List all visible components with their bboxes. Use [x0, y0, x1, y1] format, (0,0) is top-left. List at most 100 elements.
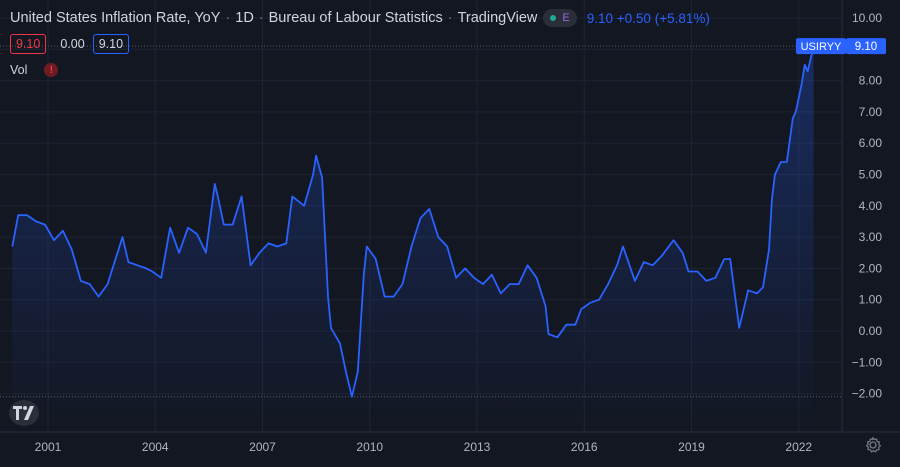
- data-point[interactable]: [687, 270, 691, 274]
- data-point[interactable]: [121, 235, 125, 239]
- data-point[interactable]: [672, 238, 676, 242]
- data-point[interactable]: [573, 323, 577, 327]
- data-point[interactable]: [392, 295, 396, 299]
- legend-title-row[interactable]: United States Inflation Rate, YoY · 1D ·…: [10, 9, 710, 27]
- data-point[interactable]: [770, 198, 774, 202]
- data-point[interactable]: [159, 276, 163, 280]
- data-point[interactable]: [761, 285, 765, 289]
- data-point[interactable]: [767, 248, 771, 252]
- data-point[interactable]: [436, 235, 440, 239]
- data-point[interactable]: [445, 245, 449, 249]
- data-point[interactable]: [70, 248, 74, 252]
- data-point[interactable]: [79, 279, 83, 283]
- data-point[interactable]: [320, 176, 324, 180]
- ask-box[interactable]: 9.10: [92, 34, 130, 54]
- data-point[interactable]: [150, 270, 154, 274]
- data-point[interactable]: [97, 295, 101, 299]
- data-point[interactable]: [606, 282, 610, 286]
- settings-gear-icon[interactable]: [864, 436, 882, 454]
- data-point[interactable]: [61, 229, 65, 233]
- data-point[interactable]: [213, 182, 217, 186]
- data-point[interactable]: [275, 245, 279, 249]
- data-point[interactable]: [290, 194, 294, 198]
- data-point[interactable]: [779, 160, 783, 164]
- data-point[interactable]: [746, 288, 750, 292]
- data-point[interactable]: [535, 276, 539, 280]
- data-point[interactable]: [34, 219, 38, 223]
- data-point[interactable]: [88, 282, 92, 286]
- data-point[interactable]: [517, 282, 521, 286]
- data-point[interactable]: [16, 213, 20, 217]
- data-point[interactable]: [350, 395, 354, 399]
- volume-row[interactable]: Vol !: [10, 63, 59, 77]
- data-point[interactable]: [314, 154, 318, 158]
- exclamation-icon[interactable]: !: [44, 63, 59, 77]
- data-point[interactable]: [144, 266, 148, 270]
- data-point[interactable]: [25, 213, 29, 217]
- data-point[interactable]: [344, 370, 348, 374]
- data-point[interactable]: [356, 370, 360, 374]
- data-point[interactable]: [621, 245, 625, 249]
- data-point[interactable]: [812, 44, 816, 48]
- data-point[interactable]: [508, 282, 512, 286]
- data-point[interactable]: [660, 254, 664, 258]
- data-point[interactable]: [427, 207, 431, 211]
- data-point[interactable]: [737, 326, 741, 330]
- data-point[interactable]: [311, 173, 315, 177]
- data-point[interactable]: [410, 245, 414, 249]
- data-point[interactable]: [106, 282, 110, 286]
- earnings-badge[interactable]: E: [562, 12, 570, 24]
- data-point[interactable]: [696, 270, 700, 274]
- data-point[interactable]: [642, 260, 646, 264]
- data-point[interactable]: [135, 263, 139, 267]
- data-point[interactable]: [633, 279, 637, 283]
- data-point[interactable]: [704, 279, 708, 283]
- time-axis[interactable]: 2001 2004 2007 2010 2013 2016 2019 2022: [35, 440, 813, 454]
- data-point[interactable]: [544, 304, 548, 308]
- data-point[interactable]: [258, 251, 262, 255]
- data-point[interactable]: [329, 326, 333, 330]
- data-point[interactable]: [284, 241, 288, 245]
- data-point[interactable]: [722, 257, 726, 261]
- data-point[interactable]: [472, 276, 476, 280]
- data-point[interactable]: [651, 263, 655, 267]
- data-point[interactable]: [204, 251, 208, 255]
- data-point[interactable]: [547, 332, 551, 336]
- data-point[interactable]: [490, 273, 494, 277]
- data-point[interactable]: [338, 342, 342, 346]
- data-point[interactable]: [791, 116, 795, 120]
- data-point[interactable]: [52, 238, 56, 242]
- data-point[interactable]: [555, 335, 559, 339]
- data-point[interactable]: [597, 298, 601, 302]
- data-point[interactable]: [773, 173, 777, 177]
- interval-label[interactable]: 1D: [235, 10, 254, 26]
- data-point[interactable]: [526, 263, 530, 267]
- data-point[interactable]: [249, 263, 253, 267]
- series-line-usiryy[interactable]: [11, 45, 815, 398]
- data-point[interactable]: [564, 323, 568, 327]
- bid-box[interactable]: 9.10: [10, 34, 47, 54]
- status-pill[interactable]: E: [543, 9, 577, 27]
- tradingview-logo-icon[interactable]: [9, 400, 39, 426]
- data-point[interactable]: [681, 251, 685, 255]
- data-point[interactable]: [222, 223, 226, 227]
- data-point[interactable]: [177, 251, 181, 255]
- data-point[interactable]: [588, 301, 592, 305]
- data-point[interactable]: [115, 254, 119, 258]
- symbol-title[interactable]: United States Inflation Rate, YoY: [10, 10, 221, 26]
- data-point[interactable]: [186, 226, 190, 230]
- price-axis[interactable]: 10.009.008.007.006.005.004.003.002.001.0…: [852, 11, 883, 401]
- volume-label[interactable]: Vol: [10, 63, 28, 77]
- data-point[interactable]: [454, 276, 458, 280]
- data-point[interactable]: [785, 160, 789, 164]
- data-point[interactable]: [383, 295, 387, 299]
- data-point[interactable]: [579, 307, 583, 311]
- data-point[interactable]: [195, 232, 199, 236]
- data-point[interactable]: [401, 282, 405, 286]
- data-point[interactable]: [418, 216, 422, 220]
- data-point[interactable]: [499, 291, 503, 295]
- data-point[interactable]: [240, 194, 244, 198]
- data-point[interactable]: [168, 226, 172, 230]
- data-point[interactable]: [216, 194, 220, 198]
